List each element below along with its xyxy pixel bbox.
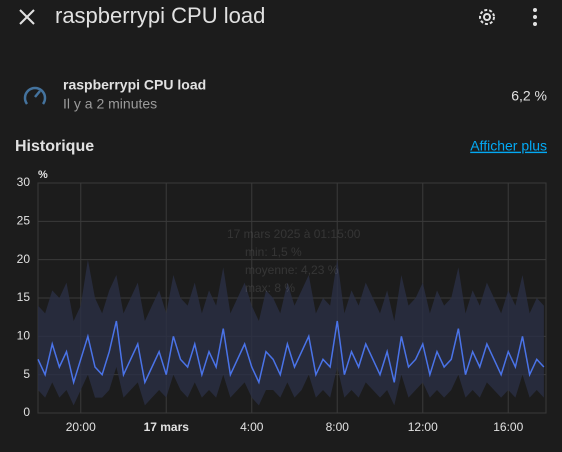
x-tick-label: 4:00 [240, 420, 264, 434]
tooltip-line: moyenne: 4,23 % [245, 263, 339, 277]
y-tick-label: 0 [23, 405, 30, 419]
dialog-title: raspberrypi CPU load [55, 3, 265, 28]
data-line [37, 320, 545, 386]
tooltip-line: max: 8 % [245, 281, 295, 295]
tooltip-line: 17 mars 2025 à 01:15:00 [227, 227, 361, 241]
y-tick-label: 20 [17, 252, 31, 266]
x-tick-label: 17 mars [144, 420, 190, 434]
menu-button[interactable] [533, 8, 537, 26]
x-tick-label: 20:00 [66, 420, 96, 434]
y-unit: % [38, 169, 48, 181]
x-tick-label: 16:00 [493, 420, 523, 434]
y-tick-label: 25 [17, 214, 31, 228]
x-tick-label: 12:00 [408, 420, 438, 434]
close-button[interactable] [19, 9, 35, 25]
chart: 0 5 10 15 20 25 30 20:00 17 mars 4:00 8:00 12:00 16:… [17, 175, 547, 434]
history-title: Historique [15, 138, 94, 155]
entity-name: raspberrypi CPU load [63, 77, 206, 93]
entity-icon [23, 86, 47, 105]
y-tick-label: 5 [23, 367, 30, 381]
y-tick-label: 10 [17, 329, 31, 343]
entity-state: 6,2 % [511, 88, 547, 104]
x-tick-label: 8:00 [326, 420, 350, 434]
entity-last-changed: Il y a 2 minutes [63, 96, 157, 112]
tooltip-line: min: 1,5 % [245, 245, 302, 259]
settings-button[interactable] [479, 9, 495, 25]
y-tick-label: 30 [17, 175, 31, 189]
y-tick-label: 15 [17, 290, 31, 304]
show-more-link[interactable]: Afficher plus [470, 138, 547, 154]
